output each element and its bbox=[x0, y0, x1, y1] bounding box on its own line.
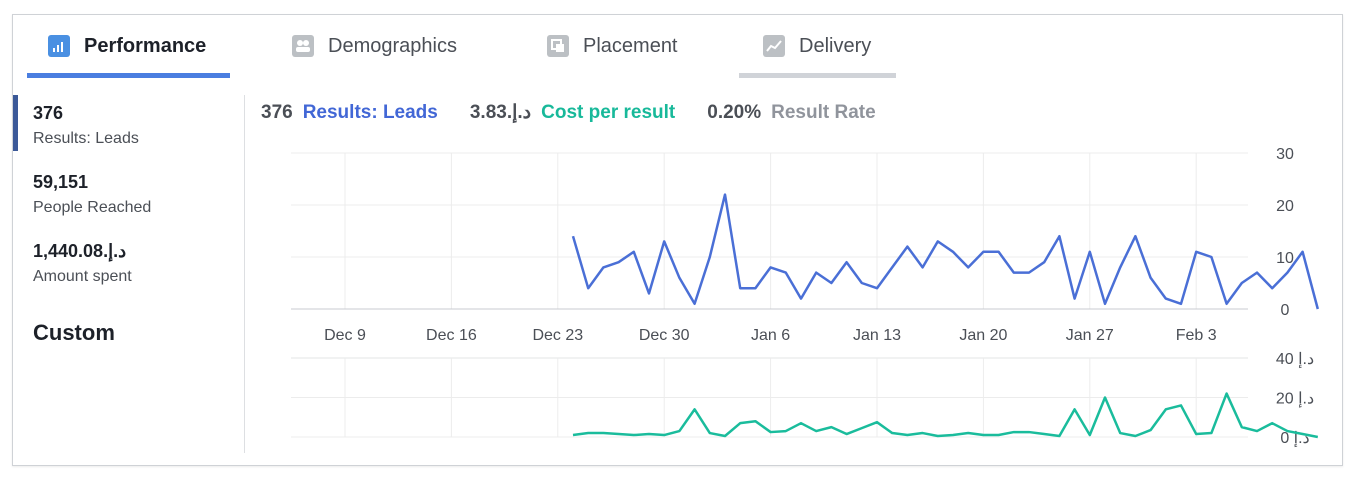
y-tick-label: 0 bbox=[1281, 302, 1290, 319]
x-tick-label: Dec 23 bbox=[532, 327, 583, 344]
metric-value: 59,151 bbox=[33, 172, 89, 192]
tab-bar: Performance Demographics Placement Deliv… bbox=[27, 15, 1327, 78]
metric-value: 1,440.08.د.إ bbox=[33, 241, 127, 261]
tab-performance[interactable]: Performance bbox=[27, 15, 230, 78]
x-tick-label: Feb 3 bbox=[1176, 327, 1217, 344]
y-tick-label: 40 د.إ bbox=[1276, 351, 1314, 368]
metric-label: People Reached bbox=[33, 199, 152, 216]
cost-label[interactable]: Cost per result bbox=[541, 101, 676, 123]
x-tick-label: Dec 9 bbox=[324, 327, 366, 344]
metrics-sidebar: 376 Results: Leads 59,151 People Reached… bbox=[13, 95, 245, 453]
x-tick-label: Jan 6 bbox=[751, 327, 790, 344]
tab-label: Demographics bbox=[328, 34, 457, 57]
x-tick-label: Jan 20 bbox=[959, 327, 1007, 344]
performance-charts: Dec 9 Dec 16 Dec 23 Dec 30 Jan 6 Jan 13 Jan 20… bbox=[291, 146, 1320, 447]
x-tick-label: Dec 16 bbox=[426, 327, 477, 344]
y-tick-label: 20 د.إ bbox=[1276, 391, 1314, 408]
placement-icon bbox=[547, 35, 569, 57]
x-tick-label: Jan 27 bbox=[1066, 327, 1114, 344]
cost-value: 3.83.د.إ bbox=[469, 102, 532, 123]
performance-panel: Performance Demographics Placement Deliv… bbox=[12, 14, 1343, 466]
tab-label: Performance bbox=[84, 34, 207, 57]
tab-demographics[interactable]: Demographics bbox=[292, 15, 457, 77]
selected-indicator bbox=[13, 95, 18, 151]
metric-results[interactable]: 376 Results: Leads bbox=[33, 103, 139, 148]
rate-value: 0.20% bbox=[707, 101, 762, 123]
line-chart-icon bbox=[763, 35, 785, 57]
tab-placement[interactable]: Placement bbox=[547, 15, 678, 77]
tab-label: Placement bbox=[583, 34, 678, 57]
metric-label: Results: Leads bbox=[33, 130, 139, 147]
bar-chart-icon bbox=[48, 35, 70, 57]
tab-delivery[interactable]: Delivery bbox=[739, 15, 896, 78]
metric-value: 376 bbox=[33, 103, 64, 123]
summary-row: 376 Results: Leads 3.83.د.إ Cost per res… bbox=[261, 101, 876, 124]
metric-amount-spent[interactable]: 1,440.08.د.إ Amount spent bbox=[33, 241, 132, 286]
y-tick-label: 10 bbox=[1276, 250, 1294, 267]
rate-label[interactable]: Result Rate bbox=[771, 101, 876, 123]
y-tick-label: 30 bbox=[1276, 146, 1294, 163]
y-tick-label: 20 bbox=[1276, 198, 1294, 215]
results-label[interactable]: Results: Leads bbox=[302, 101, 438, 123]
custom-label[interactable]: Custom bbox=[33, 320, 115, 345]
people-icon bbox=[292, 35, 314, 57]
tab-label: Delivery bbox=[799, 34, 872, 57]
leads-series-line bbox=[571, 193, 1320, 310]
results-value: 376 bbox=[261, 101, 293, 123]
x-tick-label: Jan 13 bbox=[853, 327, 901, 344]
x-tick-label: Dec 30 bbox=[639, 327, 690, 344]
metric-reach[interactable]: 59,151 People Reached bbox=[33, 172, 151, 217]
cost-series-line bbox=[572, 392, 1319, 439]
metric-label: Amount spent bbox=[33, 268, 132, 285]
